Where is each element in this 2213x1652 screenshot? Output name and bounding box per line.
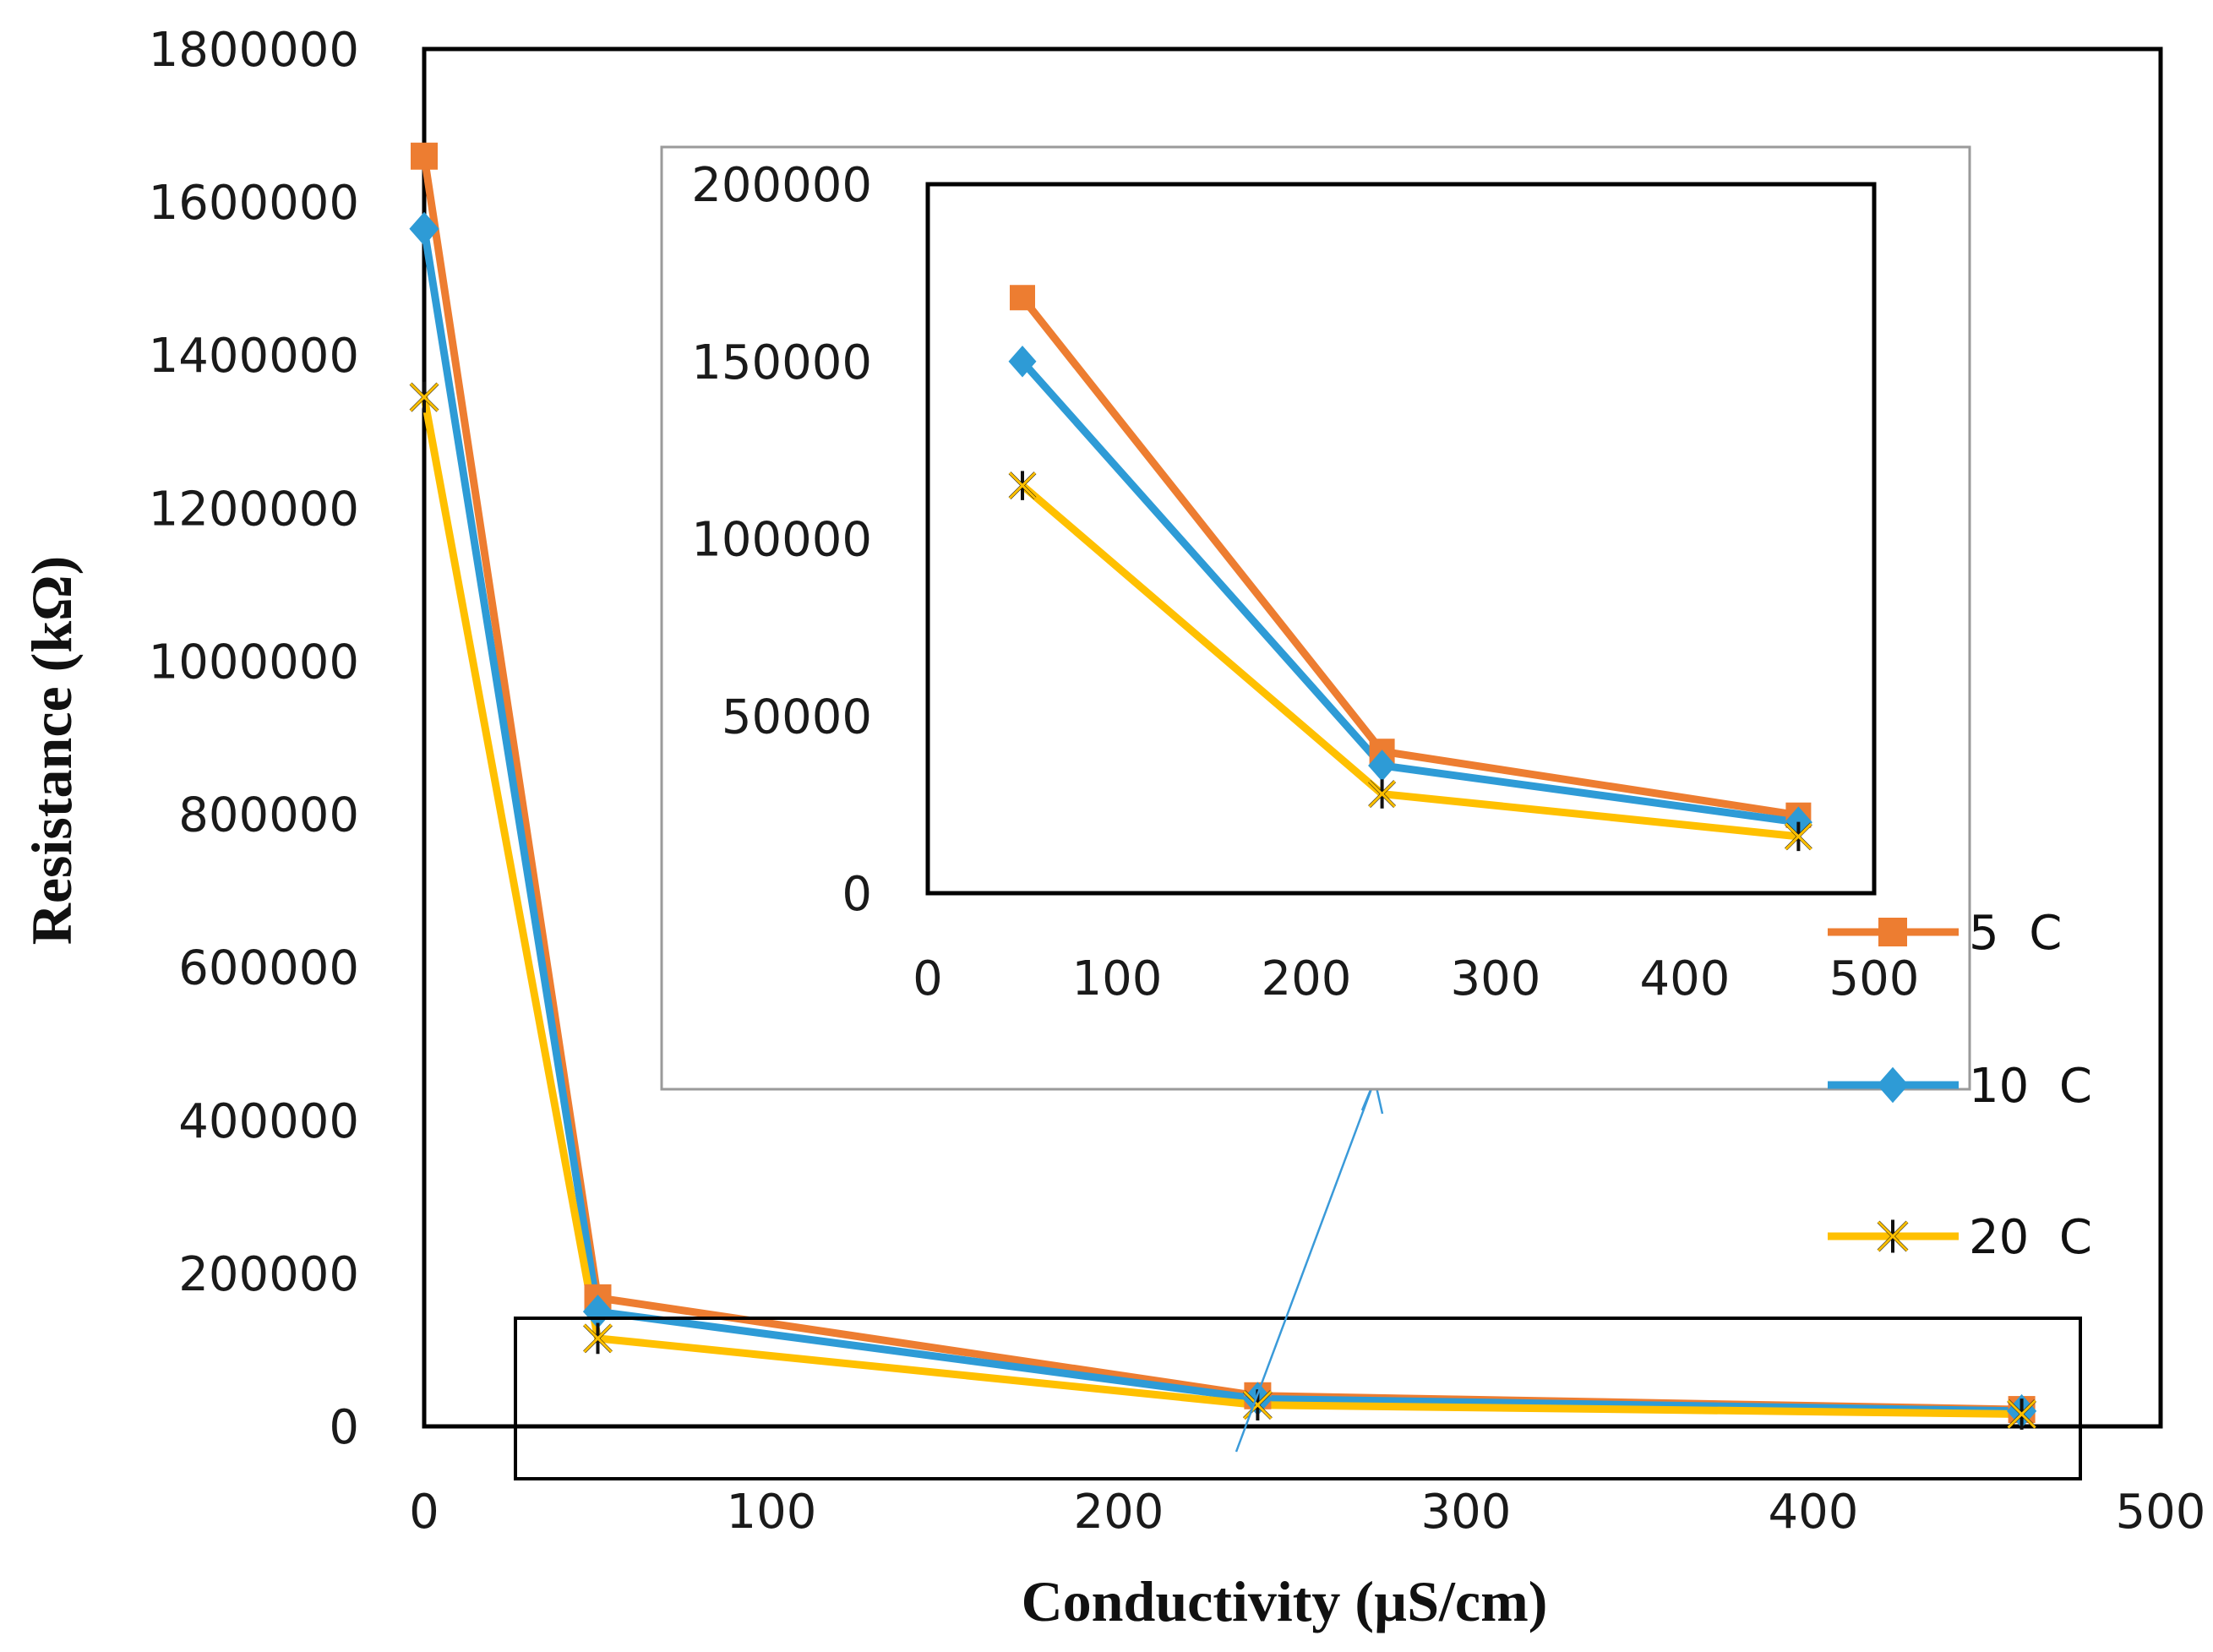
main-y-tick-label: 200000	[178, 1247, 359, 1302]
legend-entry: 5 C	[1828, 906, 2062, 961]
zoom-rectangle	[514, 1317, 2082, 1480]
inset-x-tick-label: 0	[913, 951, 943, 1006]
main-y-tick-label: 1600000	[149, 176, 359, 231]
legend-label: 5 C	[1969, 906, 2062, 961]
zoom-region-box	[514, 1076, 2082, 1480]
inset-x-tick-label: 200	[1262, 951, 1352, 1006]
main-data-point	[409, 211, 439, 246]
inset-y-tick-label: 150000	[691, 335, 872, 390]
main-x-tick-label: 400	[1769, 1485, 1859, 1540]
inset-chart: 0 50000 100000 150000 200000 0 100 200 300 400 500	[660, 145, 1971, 1091]
main-x-tick-label: 200	[1074, 1485, 1164, 1540]
main-data-point	[582, 1295, 613, 1329]
inset-plot-border	[925, 182, 1877, 896]
inset-data-point	[1008, 346, 1037, 378]
inset-x-tick-label: 100	[1072, 951, 1163, 1006]
main-x-tick-label: 0	[409, 1485, 439, 1540]
main-plot-frame	[422, 46, 2163, 1429]
main-y-tick-label: 800000	[178, 788, 359, 843]
main-x-tick-label: 300	[1421, 1485, 1512, 1540]
legend-label: 20 C	[1969, 1210, 2092, 1265]
main-y-tick-label: 600000	[178, 941, 359, 996]
inset-data-point	[1010, 285, 1035, 311]
main-x-tick-label: 500	[2116, 1485, 2206, 1540]
legend: 5 C 10 C 20 C	[1828, 906, 2092, 1265]
main-y-tick-label: 0	[329, 1400, 359, 1455]
legend-entry: 20 C	[1828, 1210, 2092, 1265]
inset-data-point	[1368, 750, 1397, 782]
inset-y-tick-label: 0	[842, 867, 872, 922]
legend-marker	[1878, 918, 1907, 946]
inset-y-tick-label: 200000	[691, 158, 872, 213]
inset-y-tick-label: 50000	[722, 690, 872, 744]
inset-y-tick-label: 100000	[691, 513, 872, 568]
main-plot-border	[422, 46, 2163, 1429]
inset-x-tick-label: 400	[1640, 951, 1731, 1006]
main-series-line	[420, 228, 2022, 1415]
main-y-tick-label: 1800000	[149, 23, 359, 78]
main-y-tick-label: 1200000	[149, 482, 359, 537]
legend-marker	[1877, 1066, 1909, 1104]
x-axis-title: Conductivity (µS/cm)	[1022, 1569, 1548, 1633]
main-y-tick-label: 1400000	[149, 329, 359, 384]
main-y-tick-label: 1000000	[149, 635, 359, 690]
main-data-point	[411, 142, 438, 170]
y-axis-title: Resistance (kΩ)	[19, 556, 84, 946]
inset-x-tick-label: 300	[1451, 951, 1541, 1006]
zoom-arrow	[1235, 1079, 1376, 1453]
inset-x-tick-label: 500	[1829, 951, 1920, 1006]
main-y-axis-ticks: 0 200000 400000 600000 800000 1000000 1200000 1…	[149, 23, 359, 1455]
main-series-line	[420, 396, 2022, 1419]
legend-label: 10 C	[1969, 1059, 2092, 1114]
main-series-group	[409, 142, 2037, 1430]
legend-entry: 10 C	[1828, 1059, 2092, 1114]
main-x-axis-ticks: 0 100 200 300 400 500	[409, 1485, 2205, 1540]
main-y-tick-label: 400000	[178, 1094, 359, 1149]
inset-background	[660, 145, 1971, 1091]
main-x-tick-label: 100	[727, 1485, 817, 1540]
